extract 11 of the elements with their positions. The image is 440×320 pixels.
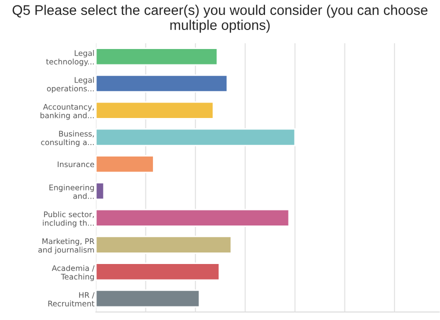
bar: [96, 74, 228, 93]
bar: [96, 101, 214, 120]
bar: [96, 236, 232, 254]
bar: [96, 128, 296, 146]
bar: [96, 262, 220, 281]
bar: [96, 182, 105, 200]
chart-title: Q5 Please select the career(s) you would consider (you can choose multiple options): [12, 4, 428, 33]
bar: [96, 155, 154, 174]
bar: [96, 290, 200, 308]
bar: [96, 48, 218, 66]
bar: [96, 208, 290, 227]
